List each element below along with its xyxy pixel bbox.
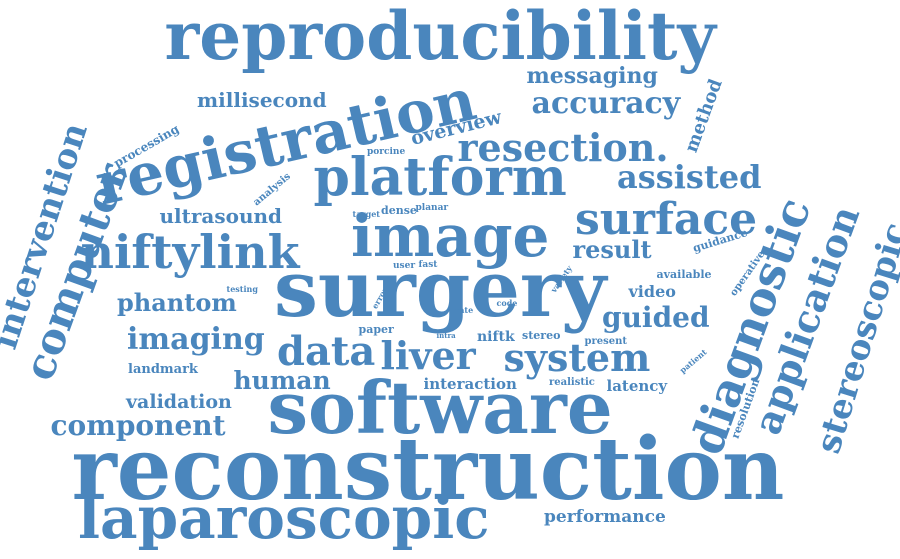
word-rate: rate (455, 305, 474, 315)
word-present: present (584, 336, 628, 347)
word-dense: dense (381, 203, 417, 217)
word-accuracy: accuracy (531, 86, 681, 121)
word-method: method (680, 76, 727, 156)
word-data: data (277, 328, 376, 375)
word-realistic: realistic (549, 377, 595, 388)
word-intra: intra (436, 330, 456, 340)
word-interaction: interaction (423, 374, 517, 393)
word-validation: validation (126, 390, 232, 413)
word-ultrasound: ultrasound (159, 204, 283, 228)
word-assisted: assisted (617, 158, 762, 196)
word-video: video (628, 282, 676, 301)
word-system: system (503, 335, 651, 380)
word-niftylink: niftylink (80, 225, 300, 279)
word-liver: liver (380, 333, 476, 378)
word-surgery: surgery (274, 244, 607, 335)
word-user: user (393, 260, 416, 271)
word-stereo: stereo (522, 328, 561, 342)
word-available: available (656, 267, 712, 281)
word-porcine: porcine (367, 146, 406, 157)
word-reproducibility: reproducibility (164, 0, 716, 75)
word-millisecond: millisecond (197, 88, 327, 112)
word-performance: performance (544, 506, 666, 527)
word-fast: fast (418, 259, 438, 270)
word-patient: patient (677, 346, 709, 376)
word-image: image (351, 202, 550, 270)
word-code: code (496, 298, 518, 308)
word-guided: guided (602, 301, 710, 334)
word-resection: resection. (457, 125, 669, 170)
word-messaging: messaging (526, 63, 658, 89)
word-target: target (352, 209, 380, 219)
word-landmark: landmark (128, 361, 198, 377)
word-niftk: niftk (477, 329, 515, 345)
word-human: human (233, 365, 331, 395)
word-testing: testing (226, 284, 258, 294)
word-software: software (267, 365, 613, 450)
word-phantom: phantom (117, 288, 237, 317)
word-laparoscopic: laparoscopic (78, 484, 490, 552)
word-imaging: imaging (127, 322, 265, 357)
word-reconstruction: reconstruction (71, 419, 785, 520)
word-platform: platform (313, 147, 567, 208)
word-latency: latency (606, 376, 668, 395)
word-surface: surface (575, 194, 758, 245)
word-planar: planar (415, 202, 449, 213)
word-component: component (50, 409, 226, 442)
word-paper: paper (358, 322, 394, 336)
word-result: result (572, 235, 652, 264)
